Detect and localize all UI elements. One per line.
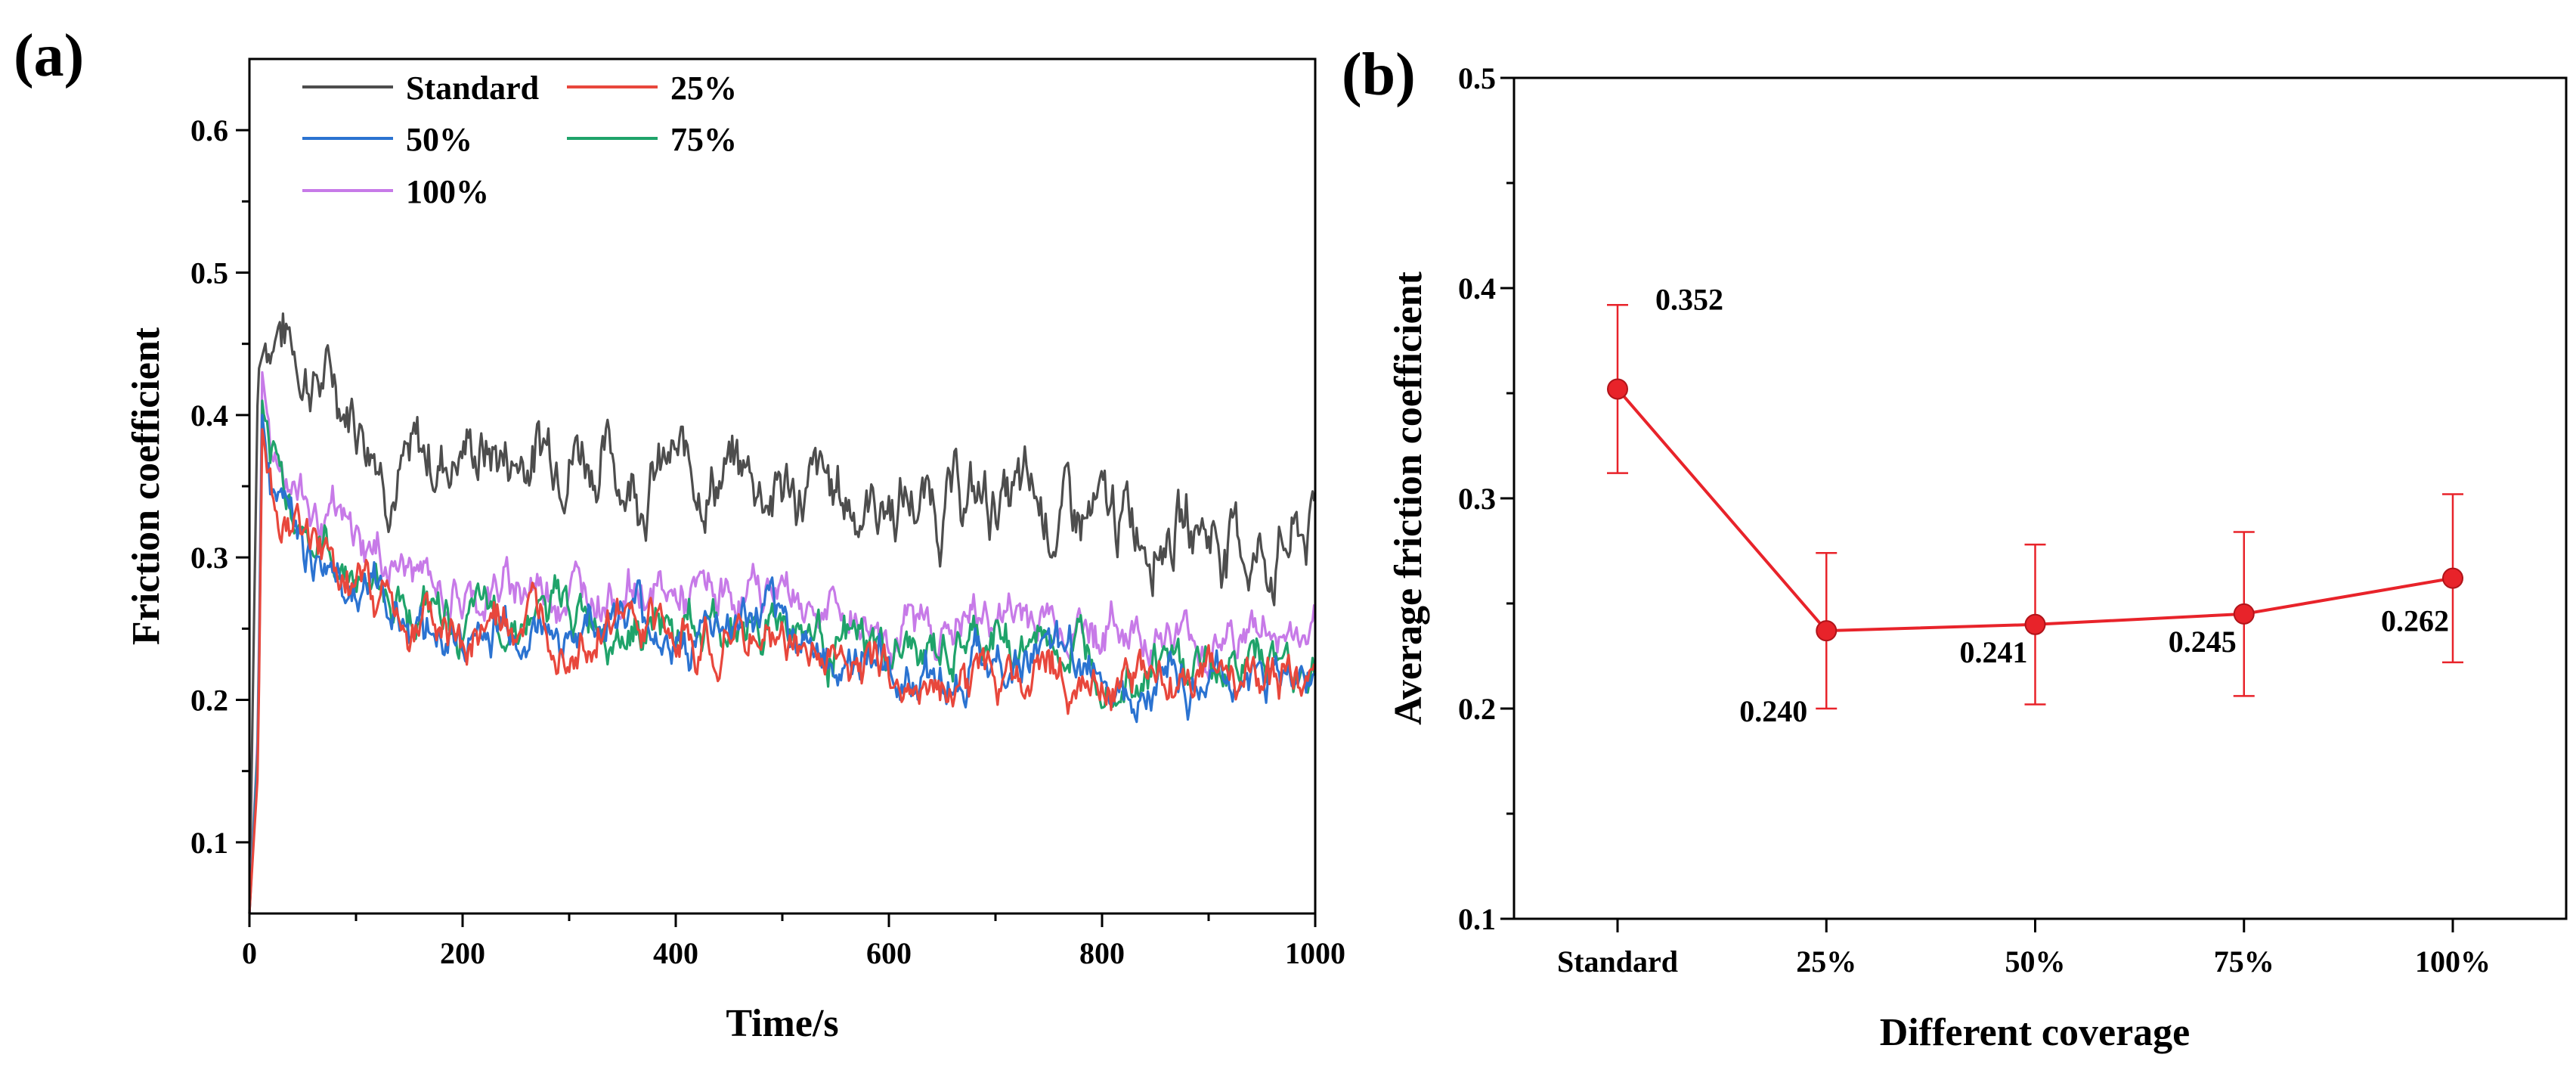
panel-b-data-label: 0.245 [2169,625,2237,659]
panel-b-y-tick-label: 0.4 [1458,271,1496,306]
panel-a-legend-label-25pct: 25% [670,70,737,107]
panel-b-data-point [1816,620,1838,642]
panel-b-data-point [2024,613,2046,635]
panel-a-legend-label-100pct: 100% [406,173,489,210]
panel-b-y-tick-label: 0.2 [1458,692,1496,726]
panel-a-legend-label-standard: Standard [406,70,539,107]
panel-b-x-tick-label: 75% [2214,944,2274,979]
panel-a-y-tick-label: 0.6 [190,113,228,147]
panel-a-label: (a) [14,23,84,89]
panel-b-x-axis-title: Different coverage [1880,1011,2191,1054]
panel-a-x-tick-label: 400 [653,936,698,970]
panel-b-x-tick-label: 25% [1796,944,1856,979]
panel-b-data-point [2233,603,2255,625]
panel-a-y-tick-label: 0.3 [190,541,228,575]
panel-b-y-tick-label: 0.5 [1458,61,1496,95]
panel-a-series-line-100pct [248,371,1316,914]
panel-a-series-line-standard [248,312,1316,914]
panel-b-y-axis-title: Average friction coefficient [1387,271,1430,725]
panel-a-y-tick-label: 0.1 [190,826,228,860]
panel-a-x-tick-label: 800 [1079,936,1125,970]
panel-b-data-label: 0.240 [1739,694,1807,728]
panel-b-data-point [2442,567,2463,589]
panel-a-y-axis-title: Friction coefficient [125,327,168,645]
panel-b-plot-frame [1512,76,2568,920]
panel-a-y-tick-label: 0.5 [190,256,228,290]
panel-a-series-line-25pct [248,428,1316,914]
panel-b-x-tick-label: Standard [1557,944,1678,979]
panel-a-x-axis-title: Time/s [726,1002,838,1045]
panel-b-x-ticks: Standard 25% 50% 75% 100% [1557,919,2491,979]
panel-b-y-ticks: 0.1 0.2 0.3 0.4 0.5 [1458,61,1514,936]
panel-b-average-chart: (b) Standard 25% 50% 75% 100% 0.10.20.30.40.… [1342,42,2568,1054]
panel-a-legend: Standard 25% 50% 75% 100% [302,70,737,210]
panel-a-x-tick-label: 600 [866,936,912,970]
panel-a-series-line-75pct [248,399,1316,914]
panel-a-y-tick-label: 0.4 [190,399,228,433]
panel-b-data-label: 0.352 [1655,282,1723,316]
panel-b-y-tick-label: 0.3 [1458,482,1496,516]
panel-b-data-point [1607,378,1628,400]
panel-a-x-tick-label: 1000 [1285,936,1345,970]
panel-b-data-label: 0.241 [1960,635,2028,669]
panel-b-data-label: 0.262 [2381,604,2449,638]
panel-a-series-group [248,312,1316,914]
panel-b-y-tick-label: 0.1 [1458,902,1496,936]
panel-a-y-ticks: 0.1 0.2 0.3 0.4 0.5 0.6 [190,113,249,860]
panel-b-x-tick-label: 100% [2415,944,2491,979]
panel-a-x-ticks: 0 200 400 600 800 1000 [242,913,1345,970]
panel-b-marks: 0.352 0.240 0.241 0.245 0.262 [1607,282,2463,728]
panel-b-x-tick-label: 50% [2005,944,2066,979]
panel-a-legend-label-75pct: 75% [670,121,737,158]
panel-a-x-tick-label: 0 [242,936,257,970]
panel-a-time-series-chart: (a) 0 200 400 600 800 1000 0.1 0.2 0.3 0.4 0.5 0.6… [14,23,1345,1045]
panel-a-y-tick-label: 0.2 [190,684,228,718]
panel-a-legend-label-50pct: 50% [406,121,472,158]
panel-b-label: (b) [1342,42,1416,108]
panel-a-x-tick-label: 200 [440,936,485,970]
panel-a-series-line-50pct [248,414,1315,914]
